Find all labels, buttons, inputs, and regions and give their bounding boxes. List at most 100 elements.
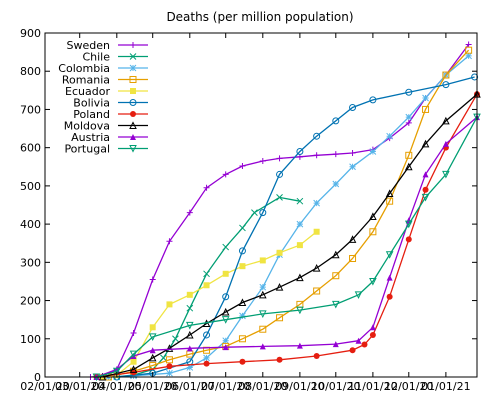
data-point [276, 170, 284, 178]
data-point [442, 170, 450, 179]
data-point [422, 171, 429, 178]
data-point [166, 369, 173, 377]
data-point [442, 140, 449, 147]
chart-title: Deaths (per million population) [166, 10, 353, 24]
data-point [222, 171, 229, 178]
data-point [112, 367, 121, 376]
legend-swatch-marker [129, 64, 137, 72]
data-point [471, 73, 479, 81]
data-point [386, 132, 393, 140]
data-point [186, 304, 194, 312]
data-point [421, 139, 430, 148]
data-point [239, 263, 246, 270]
data-point [369, 331, 376, 338]
data-point [405, 113, 413, 121]
data-point [296, 306, 304, 315]
y-tick-label: 300 [20, 256, 41, 269]
legend-label: Portugal [64, 143, 110, 156]
series-line [90, 44, 470, 378]
data-point [312, 263, 321, 272]
plot-area [87, 41, 481, 382]
data-point [130, 358, 137, 365]
data-point [276, 356, 283, 363]
data-point [186, 345, 193, 352]
series-chile [99, 194, 304, 381]
y-tick-label: 900 [20, 27, 41, 40]
data-point [296, 342, 303, 349]
data-point [165, 344, 174, 352]
data-point [332, 341, 339, 348]
data-point [130, 330, 137, 337]
legend-swatch-marker [130, 88, 136, 94]
data-point [354, 291, 363, 299]
data-point [251, 209, 258, 216]
data-point [349, 104, 357, 112]
legend-label: Austria [71, 131, 110, 144]
data-point [442, 116, 450, 125]
x-tick-label: 03/01/20 [55, 380, 104, 393]
data-point [369, 324, 376, 331]
data-point [166, 363, 173, 370]
data-point [275, 283, 284, 291]
data-point [222, 243, 230, 251]
data-point [369, 148, 377, 155]
data-point [405, 88, 413, 96]
data-point [239, 224, 246, 232]
data-point [165, 356, 173, 364]
data-point [386, 274, 393, 281]
data-point [421, 193, 430, 202]
series-colombia [105, 52, 472, 381]
data-point [172, 335, 179, 343]
series-line [102, 93, 478, 378]
x-tick-label: 02/01/20 [20, 380, 69, 393]
legend-swatch-marker [129, 145, 137, 153]
data-point [331, 250, 340, 259]
data-point [355, 337, 362, 344]
data-point [238, 298, 247, 306]
data-point [369, 96, 377, 104]
legend: SwedenChileColombiaRomaniaEcuadorBolivia… [58, 39, 148, 156]
data-point [185, 330, 194, 339]
data-point [313, 199, 320, 207]
series-line [96, 116, 478, 378]
data-point [422, 105, 430, 113]
data-point [238, 335, 246, 343]
data-point [259, 257, 266, 264]
x-tick-label: 08/01/20 [238, 380, 287, 393]
legend-swatch-marker [129, 76, 137, 83]
legend-swatch-marker [130, 134, 136, 140]
data-point [296, 147, 304, 155]
y-tick-label: 0 [34, 371, 41, 384]
y-tick-label: 700 [20, 103, 41, 116]
data-point [166, 238, 173, 245]
data-point [349, 163, 356, 171]
data-point [276, 314, 284, 322]
data-point [331, 300, 340, 309]
data-point [313, 287, 321, 295]
x-tick-label: 12/01/20 [384, 380, 433, 393]
axes: 0 100 200 300 400 500 600 700 800 900 02/01/2003/0… [20, 27, 477, 393]
data-point [203, 270, 210, 278]
y-tick-label: 400 [20, 218, 41, 231]
data-point [465, 46, 473, 54]
series-moldova [98, 90, 481, 381]
data-point [349, 150, 356, 157]
data-point [259, 325, 267, 333]
data-point [465, 52, 472, 60]
series-line [96, 93, 478, 378]
data-point [276, 249, 283, 256]
series-romania [104, 46, 473, 381]
data-point [203, 360, 210, 367]
x-tick-label: 11/01/20 [348, 380, 397, 393]
x-tick-label: 09/01/20 [275, 380, 324, 393]
legend-swatch-marker [129, 121, 137, 129]
x-tick-label: 10/01/20 [311, 380, 360, 393]
data-point [221, 307, 230, 316]
data-point [465, 41, 472, 48]
data-point [332, 180, 340, 188]
data-point [405, 236, 412, 243]
series-line [96, 116, 478, 378]
data-point [332, 272, 340, 280]
x-tick-label: 07/01/20 [201, 380, 250, 393]
